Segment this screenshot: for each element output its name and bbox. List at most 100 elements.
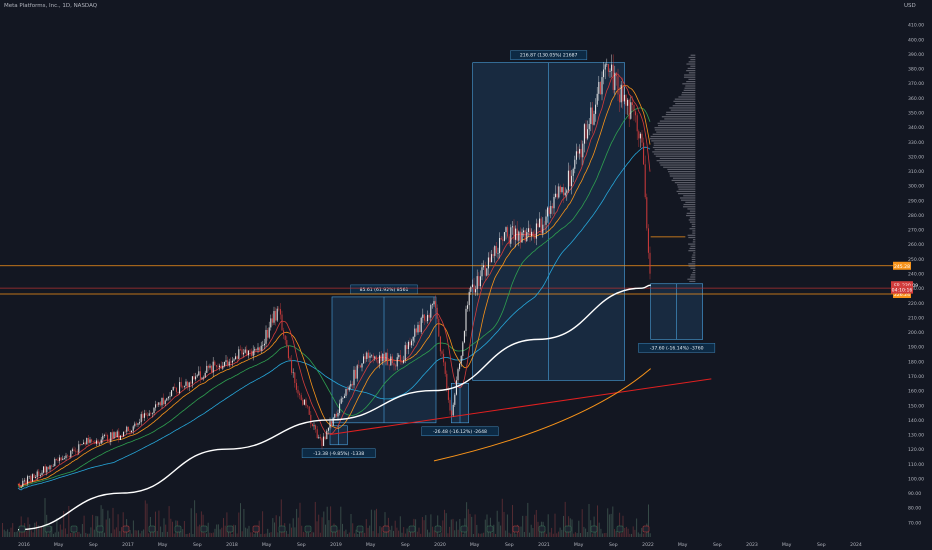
candle-body [627, 99, 629, 106]
candle-body [78, 444, 80, 453]
candle-body [430, 305, 432, 318]
volume-bar [342, 523, 343, 537]
y-tick-label: 240.00 [908, 272, 924, 278]
candle-body [52, 465, 54, 467]
candle-body [563, 187, 565, 196]
volume-bar [583, 526, 585, 537]
y-tick-label: 200.00 [908, 330, 924, 336]
volume-profile-bar [691, 225, 696, 228]
volume-bar [200, 511, 202, 537]
volume-bar [319, 532, 321, 537]
volume-profile-bar [689, 228, 696, 230]
y-tick-label: 340.00 [908, 125, 924, 131]
volume-bar [122, 512, 124, 537]
x-tick-label: 2022 [642, 542, 654, 548]
volume-bar [274, 522, 275, 537]
candle-body [615, 72, 617, 77]
candle-body [323, 436, 325, 446]
candle-body [356, 365, 358, 379]
candle-body [449, 399, 451, 411]
candle-body [379, 355, 381, 364]
candle-body [435, 301, 437, 308]
volume-bar [523, 531, 525, 537]
volume-bar [313, 532, 315, 537]
candle-body [612, 64, 614, 90]
candle-body [73, 449, 75, 451]
volume-profile-bar [657, 124, 696, 127]
x-tick-label: 2016 [18, 542, 30, 548]
volume-bar [498, 521, 500, 537]
y-tick-label: 230.00 [908, 286, 924, 292]
x-tick-label: 2020 [434, 542, 446, 548]
volume-bar [156, 530, 158, 537]
measure-label: 85.61 (61.92%) 8561 [360, 287, 409, 293]
volume-bar [291, 527, 292, 537]
candle-body [108, 441, 110, 443]
candle-body [87, 438, 89, 443]
volume-profile-bar [652, 146, 696, 149]
volume-profile-bar [659, 162, 696, 164]
volume-bar [180, 531, 182, 537]
candle-body [443, 353, 445, 363]
candle-body [502, 239, 504, 241]
volume-bar [321, 517, 323, 537]
volume-bar [260, 533, 262, 537]
volume-bar [236, 533, 238, 537]
volume-profile-bar [656, 131, 696, 133]
volume-bar [209, 532, 211, 537]
volume-profile-bar [692, 230, 696, 232]
candle-body [513, 226, 515, 240]
candle-body [121, 435, 123, 437]
candle-body [81, 444, 83, 445]
volume-bar [425, 515, 427, 537]
volume-bar [294, 527, 296, 537]
candle-body [331, 421, 333, 426]
x-tick-label: May [366, 542, 376, 548]
candle-body [183, 385, 185, 387]
volume-profile-bar [666, 111, 696, 113]
x-tick-label: 2023 [746, 542, 758, 548]
candle-body [438, 318, 440, 337]
candle-body [539, 218, 541, 228]
volume-profile-bar [686, 214, 696, 217]
candle-body [227, 360, 229, 366]
volume-bar [362, 530, 364, 537]
candle-body [327, 427, 329, 431]
volume-profile-bar [664, 118, 696, 120]
candle-body [377, 360, 379, 364]
candle-body [84, 442, 86, 445]
volume-bar [377, 533, 379, 537]
candle-body [236, 356, 238, 359]
candle-body [534, 236, 536, 239]
volume-bar [17, 530, 19, 537]
volume-profile-bar [683, 89, 696, 91]
candle-body [241, 349, 243, 355]
volume-bar [591, 533, 593, 537]
candle-body [639, 133, 641, 139]
y-tick-label: 80.00 [908, 506, 921, 512]
candle-body [267, 329, 269, 338]
candle-body [465, 308, 467, 331]
volume-bar [54, 532, 56, 537]
volume-bar [158, 510, 160, 537]
candle-body [572, 168, 574, 176]
volume-bar [160, 526, 162, 537]
volume-bar [406, 528, 408, 537]
volume-bar [331, 531, 333, 537]
volume-bar [639, 533, 641, 537]
candle-body [276, 308, 278, 321]
earnings-marker [512, 525, 520, 533]
earnings-marker [382, 525, 390, 533]
volume-bar [163, 518, 165, 537]
x-tick-label: May [574, 542, 584, 548]
candle-body [287, 345, 289, 359]
candle-body [545, 216, 547, 225]
volume-bar [32, 532, 34, 537]
volume-profile-bar [692, 241, 696, 243]
volume-bar [68, 505, 70, 537]
candle-body [174, 387, 176, 388]
volume-bar [420, 533, 422, 537]
volume-bar [602, 533, 604, 537]
volume-bar [219, 529, 221, 537]
